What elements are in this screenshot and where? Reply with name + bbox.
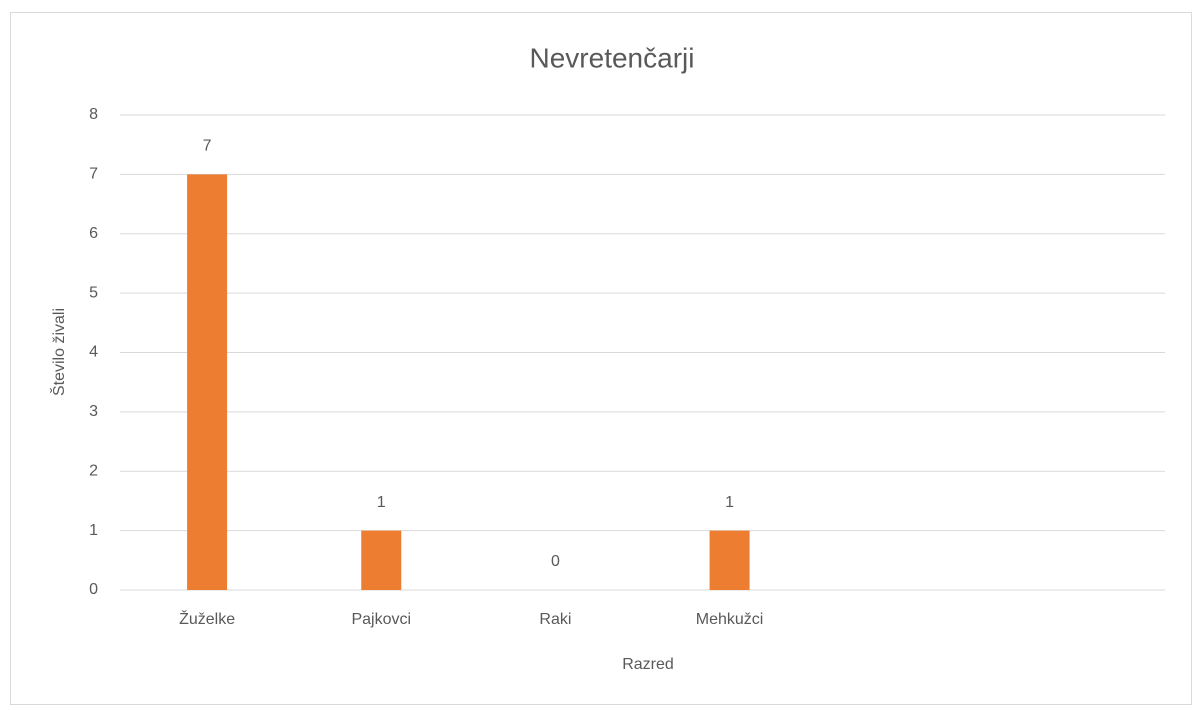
y-tick-label: 4 (89, 344, 98, 361)
y-tick-label: 2 (89, 462, 98, 479)
data-label: 1 (377, 494, 386, 511)
x-tick-label: Mehkužci (696, 611, 764, 628)
x-tick-label: Raki (539, 611, 571, 628)
chart-title: Nevretenčarji (530, 42, 695, 73)
x-axis-label: Razred (622, 656, 674, 673)
data-label: 1 (725, 494, 734, 511)
y-tick-label: 8 (89, 106, 98, 123)
x-tick-label: Žuželke (179, 609, 235, 628)
y-tick-label: 5 (89, 284, 98, 301)
y-tick-label: 0 (89, 581, 98, 598)
bar (361, 530, 402, 590)
y-axis-label: Število živali (49, 308, 68, 396)
bar (187, 174, 228, 590)
y-tick-label: 7 (89, 166, 98, 183)
y-tick-label: 3 (89, 403, 98, 420)
data-label: 7 (203, 138, 212, 155)
data-label: 0 (551, 553, 560, 570)
bar (709, 530, 750, 590)
y-tick-label: 6 (89, 225, 98, 242)
y-tick-label: 1 (89, 522, 98, 539)
x-tick-label: Pajkovci (351, 611, 411, 628)
